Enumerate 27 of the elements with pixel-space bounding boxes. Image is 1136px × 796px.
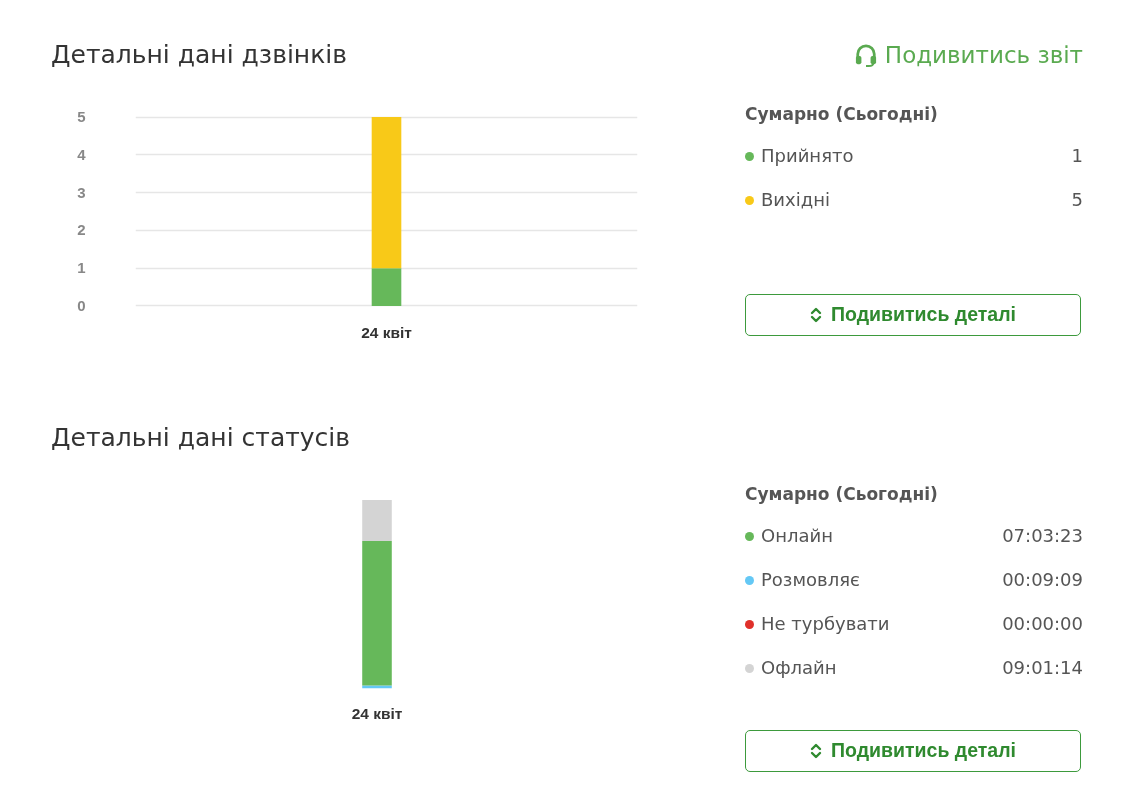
button: Подивитись деталі <box>745 730 1081 772</box>
chart-title: Детальні дані дзвінків <box>51 39 347 71</box>
text: 07:03:23 <box>1002 525 1083 546</box>
category-label: Офлайн <box>761 656 838 680</box>
y-tick-label: 3 <box>77 183 86 201</box>
chart-title: Детальні дані статусів <box>51 422 350 454</box>
button: Подивитись деталі <box>745 294 1081 336</box>
category-label: Вихідні <box>761 188 831 212</box>
y-tick-label: 4 <box>77 145 87 163</box>
y-tick-label: 0 <box>77 296 86 314</box>
category-label: Не турбувати <box>761 612 891 636</box>
category-label: Розмовляє <box>761 568 861 592</box>
y-tick-label: 2 <box>77 221 86 239</box>
text: Сумарно (Сьогодні) <box>745 483 938 506</box>
category-label: Прийнято <box>761 144 855 168</box>
x-tick-label: 24 квіт <box>361 323 413 341</box>
text: 00:09:09 <box>1002 569 1083 590</box>
text: 09:01:14 <box>1002 657 1083 678</box>
text: 00:00:00 <box>1002 613 1083 634</box>
x-tick-label: 24 квіт <box>351 704 403 722</box>
text: 1 <box>1071 145 1083 166</box>
y-tick-label: 5 <box>77 108 86 126</box>
text: Сумарно (Сьогодні) <box>745 103 938 126</box>
text: Подивитись звіт <box>884 41 1083 70</box>
category-label: Онлайн <box>761 524 834 548</box>
text: 5 <box>1071 189 1083 210</box>
y-tick-label: 1 <box>77 259 86 277</box>
